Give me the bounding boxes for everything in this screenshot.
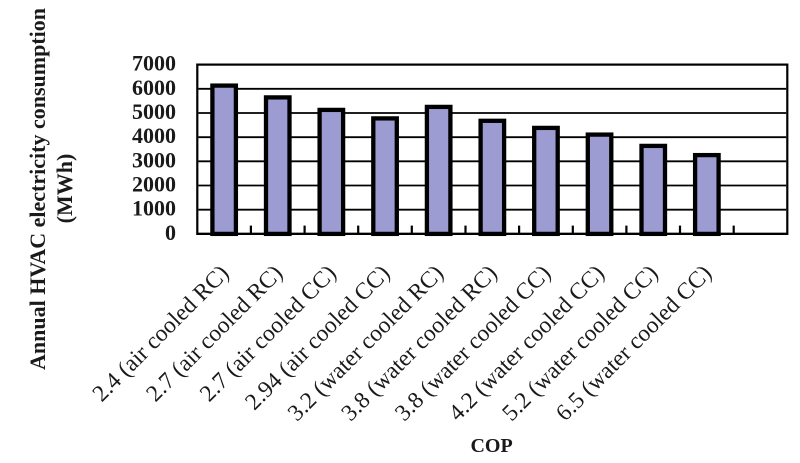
- svg-text:6000: 6000: [132, 75, 176, 100]
- svg-text:COP: COP: [470, 435, 512, 457]
- svg-text:(MWh): (MWh): [52, 154, 77, 224]
- svg-text:7000: 7000: [132, 51, 176, 76]
- svg-text:5000: 5000: [132, 99, 176, 124]
- svg-text:2000: 2000: [132, 172, 176, 197]
- svg-text:Annual HVAC electricity consum: Annual HVAC electricity consumption: [25, 8, 50, 370]
- svg-text:3000: 3000: [132, 147, 176, 172]
- svg-text:1000: 1000: [132, 196, 176, 221]
- svg-text:0: 0: [165, 220, 176, 245]
- svg-text:4000: 4000: [132, 123, 176, 148]
